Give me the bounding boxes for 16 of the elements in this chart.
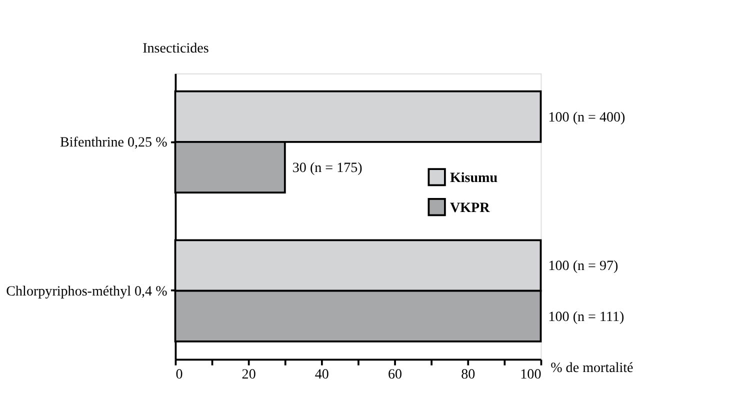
data-label: 100 (n = 111) <box>548 308 625 325</box>
x-tick-label: 60 <box>388 366 402 382</box>
x-tick-label: 80 <box>461 366 476 382</box>
y-tick-label: Bifenthrine 0,25 % <box>60 134 168 151</box>
x-tick-label: 100 <box>520 366 542 382</box>
data-label: 30 (n = 175) <box>292 160 363 176</box>
y-axis-title: Insecticides <box>142 40 209 56</box>
legend-label: VKPR <box>450 200 491 216</box>
legend-label: Kisumu <box>450 170 498 186</box>
x-tick-label: 0 <box>176 366 183 382</box>
y-tick-label: Chlorpyriphos-méthyl 0,4 % <box>6 283 168 300</box>
x-axis-title: % de mortalité <box>550 360 634 376</box>
data-label: 100 (n = 97) <box>548 258 619 274</box>
x-tick-label: 40 <box>314 366 329 382</box>
data-label: 100 (n = 400) <box>548 109 626 126</box>
x-tick-label: 20 <box>242 366 256 382</box>
